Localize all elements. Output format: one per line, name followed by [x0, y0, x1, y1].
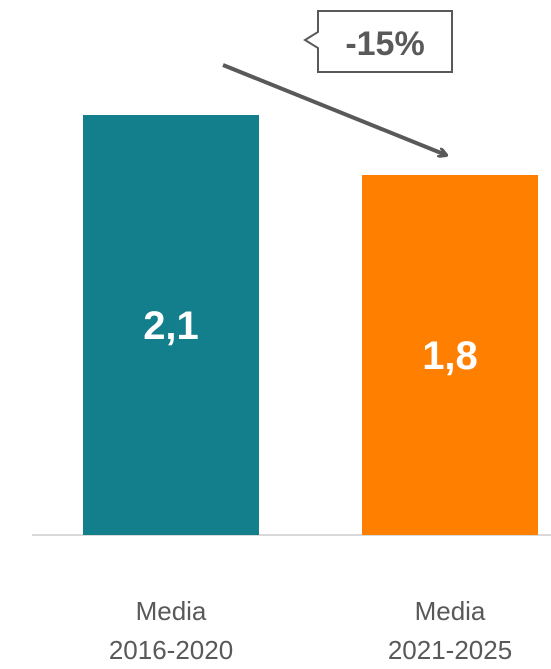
trend-arrow — [222, 63, 446, 155]
change-callout-box — [303, 10, 453, 73]
bar-value-label-1: 2,1 — [143, 304, 199, 348]
change-callout-label: -15% — [345, 25, 424, 63]
bar-value-label-2: 1,8 — [422, 334, 478, 378]
bar-2 — [362, 175, 538, 535]
category-label-1: Media 2016-2020 — [109, 596, 233, 665]
category-label-2: Media 2021-2025 — [388, 596, 512, 665]
bar-1 — [83, 115, 259, 535]
